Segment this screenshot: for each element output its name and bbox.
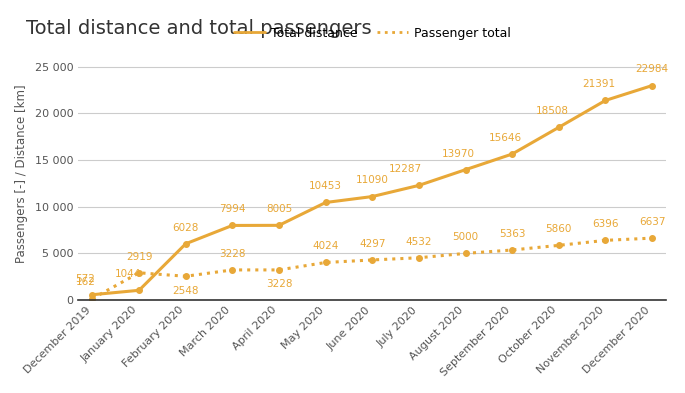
Text: 5000: 5000	[453, 232, 479, 242]
Y-axis label: Passengers [-] / Distance [km]: Passengers [-] / Distance [km]	[15, 85, 28, 263]
Passenger total	[415, 255, 423, 260]
Legend: Total distance, Passenger total: Total distance, Passenger total	[229, 22, 516, 44]
Passenger total	[555, 243, 563, 248]
Text: 4297: 4297	[359, 239, 386, 249]
Text: 3228: 3228	[219, 249, 246, 259]
Line: Total distance: Total distance	[90, 83, 655, 298]
Total distance	[228, 223, 236, 228]
Text: 15646: 15646	[488, 133, 522, 143]
Text: 6396: 6396	[593, 219, 619, 229]
Text: 5363: 5363	[499, 229, 525, 239]
Text: 6637: 6637	[639, 217, 665, 227]
Text: 21391: 21391	[582, 79, 615, 89]
Total distance	[88, 292, 97, 297]
Text: 8005: 8005	[266, 204, 292, 214]
Total distance	[368, 194, 376, 199]
Passenger total	[368, 257, 376, 262]
Passenger total	[321, 260, 329, 265]
Total distance	[135, 288, 143, 293]
Text: 572: 572	[75, 274, 95, 284]
Line: Passenger total: Passenger total	[90, 235, 655, 301]
Text: 6028: 6028	[173, 223, 199, 233]
Passenger total	[182, 274, 190, 279]
Passenger total	[135, 270, 143, 275]
Passenger total	[88, 296, 97, 301]
Text: 5860: 5860	[546, 224, 572, 234]
Text: 18508: 18508	[536, 106, 569, 116]
Passenger total	[228, 268, 236, 272]
Text: 4024: 4024	[312, 241, 339, 252]
Text: 11090: 11090	[356, 175, 388, 185]
Total distance	[508, 152, 516, 156]
Total distance	[275, 223, 283, 228]
Text: 2919: 2919	[126, 252, 152, 262]
Text: 13970: 13970	[442, 149, 475, 158]
Total distance	[321, 200, 329, 205]
Total distance	[555, 125, 563, 130]
Total distance	[415, 183, 423, 188]
Passenger total	[601, 238, 610, 243]
Text: 2548: 2548	[173, 286, 199, 296]
Total distance	[462, 167, 470, 172]
Passenger total	[462, 251, 470, 256]
Text: Total distance and total passengers: Total distance and total passengers	[25, 19, 371, 38]
Total distance	[182, 241, 190, 246]
Text: 12287: 12287	[388, 164, 421, 174]
Passenger total	[508, 248, 516, 252]
Text: 4532: 4532	[406, 237, 432, 247]
Text: 22984: 22984	[636, 64, 669, 74]
Passenger total	[648, 236, 656, 241]
Passenger total	[275, 268, 283, 272]
Text: 3228: 3228	[266, 279, 292, 289]
Text: 7994: 7994	[219, 204, 246, 214]
Text: 1044: 1044	[115, 269, 141, 279]
Total distance	[601, 98, 610, 103]
Text: 10453: 10453	[309, 182, 342, 191]
Text: 162: 162	[75, 277, 95, 287]
Total distance	[648, 83, 656, 88]
